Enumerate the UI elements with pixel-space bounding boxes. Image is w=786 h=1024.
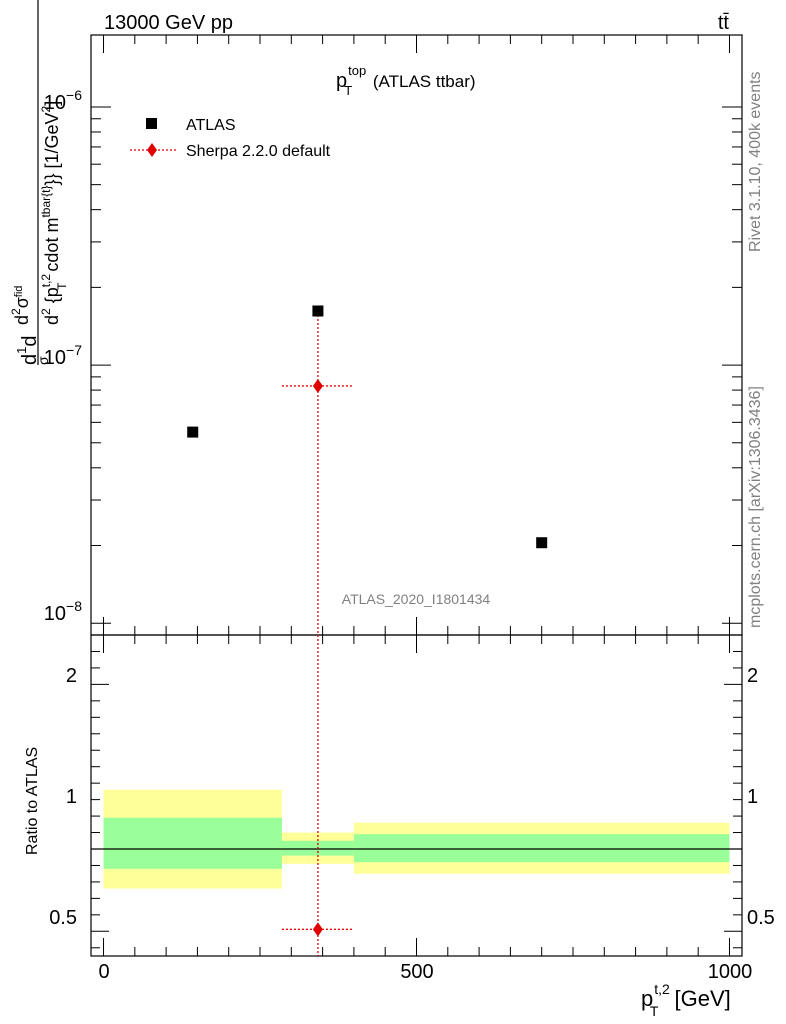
ratio-axis-ticks bbox=[91, 635, 742, 956]
ytick-label-1e-8: 10−8 bbox=[44, 598, 82, 625]
ratio-ytick-1: 1 bbox=[66, 786, 77, 808]
legend: ATLAS Sherpa 2.2.0 default bbox=[130, 117, 331, 160]
rivet-version-label: Rivet 3.1.10, 400k events bbox=[747, 71, 764, 252]
beam-label: 13000 GeV pp bbox=[104, 12, 233, 34]
process-label: tt̄ bbox=[718, 12, 730, 34]
main-ylabel-numerator: d2σfid bbox=[9, 286, 32, 325]
main-ylabel: d1d σ d2σfid d2 {pt,2 T cdot mtbar{t}}} [… bbox=[9, 0, 69, 365]
xtick-0: 0 bbox=[98, 961, 109, 983]
xtick-1000: 1000 bbox=[708, 961, 753, 983]
ratio-ytick-labels-left: 0.5 1 2 bbox=[49, 665, 77, 929]
plot-title: ptop T (ATLAS ttbar) bbox=[336, 63, 476, 98]
atlas-point-1 bbox=[312, 305, 324, 317]
analysis-watermark: ATLAS_2020_I1801434 bbox=[342, 591, 491, 607]
main-ylabel-text: d1d bbox=[14, 336, 41, 365]
ratio-ytick-right-2: 2 bbox=[747, 665, 758, 687]
ratio-sherpa-point-0 bbox=[312, 922, 323, 937]
main-axis-ticks bbox=[91, 35, 742, 636]
main-ytick-labels: 10−6 10−7 10−8 bbox=[44, 87, 82, 625]
xtick-500: 500 bbox=[400, 961, 433, 983]
green-band-2 bbox=[353, 834, 730, 863]
xtick-labels: 0 500 1000 bbox=[98, 961, 752, 983]
legend-label-sherpa: Sherpa 2.2.0 default bbox=[186, 143, 331, 160]
main-ylabel-sigma: σ bbox=[35, 356, 51, 365]
ratio-ytick-right-0.5: 0.5 bbox=[747, 907, 775, 929]
main-data-marks bbox=[187, 305, 548, 956]
ratio-ylabel: Ratio to ATLAS bbox=[24, 747, 41, 855]
main-ylabel-denominator: d2 {pt,2 T cdot mtbar{t}}} [1/GeV2] bbox=[39, 101, 69, 325]
atlas-point-0 bbox=[187, 426, 199, 438]
ytick-label-1e-7: 10−7 bbox=[44, 342, 82, 369]
ratio-ytick-right-1: 1 bbox=[747, 786, 758, 808]
ratio-uncertainty-bands bbox=[91, 789, 742, 889]
ratio-ytick-0.5: 0.5 bbox=[49, 907, 77, 929]
mcplots-reference-label: mcplots.cern.ch [arXiv:1306.3436] bbox=[747, 386, 764, 628]
legend-label-atlas: ATLAS bbox=[186, 117, 236, 134]
xlabel: pt,2 T [GeV] bbox=[641, 981, 731, 1019]
sherpa-point-0 bbox=[312, 378, 323, 393]
legend-marker-atlas bbox=[146, 118, 157, 129]
ytick-label-1e-6: 10−6 bbox=[44, 87, 82, 114]
ratio-data-marks bbox=[281, 922, 354, 937]
atlas-point-2 bbox=[536, 537, 548, 549]
ratio-ytick-labels-right: 0.5 1 2 bbox=[747, 665, 775, 929]
green-band-0 bbox=[103, 817, 282, 869]
legend-marker-sherpa bbox=[147, 143, 157, 157]
ratio-ytick-2: 2 bbox=[66, 665, 77, 687]
